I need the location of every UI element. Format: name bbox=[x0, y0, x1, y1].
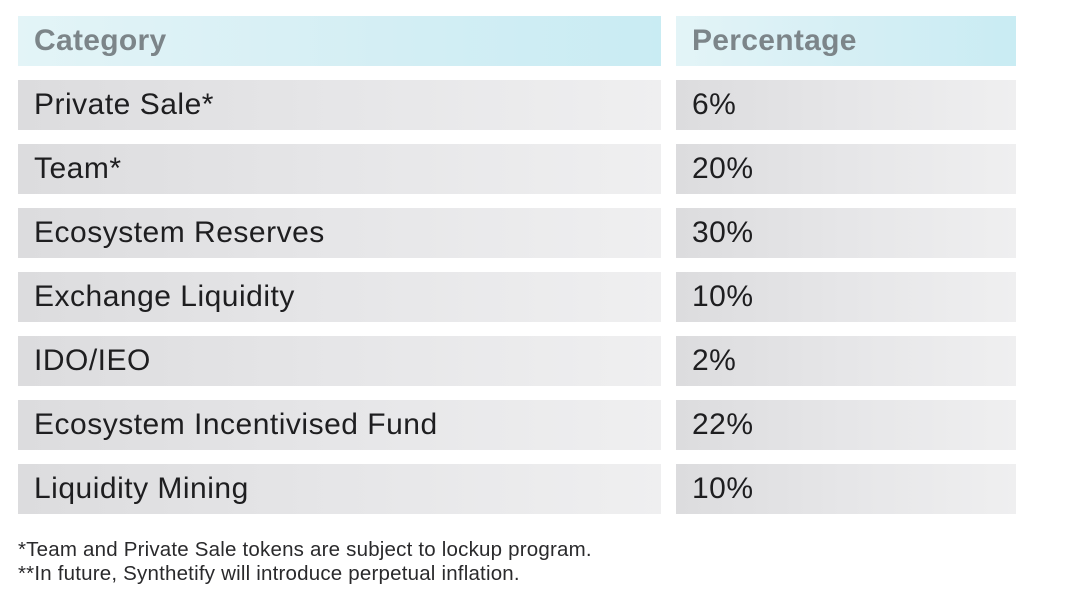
footnote-inflation: **In future, Synthetify will introduce p… bbox=[18, 562, 520, 585]
footnotes: *Team and Private Sale tokens are subjec… bbox=[18, 538, 592, 586]
table-row: Ecosystem Incentivised Fund 22% bbox=[18, 400, 1016, 450]
percentage-cell: 20% bbox=[676, 144, 1016, 194]
percentage-cell: 2% bbox=[676, 336, 1016, 386]
table-row: Ecosystem Reserves 30% bbox=[18, 208, 1016, 258]
percentage-cell: 10% bbox=[676, 272, 1016, 322]
category-cell: Exchange Liquidity bbox=[18, 272, 661, 322]
category-cell: Team* bbox=[18, 144, 661, 194]
table-header-row: Category Percentage bbox=[18, 16, 1016, 66]
percentage-cell: 30% bbox=[676, 208, 1016, 258]
category-cell: Ecosystem Incentivised Fund bbox=[18, 400, 661, 450]
table-row: Liquidity Mining 10% bbox=[18, 464, 1016, 514]
column-header-percentage: Percentage bbox=[676, 16, 1016, 66]
category-cell: IDO/IEO bbox=[18, 336, 661, 386]
allocation-table: Category Percentage Private Sale* 6% Tea… bbox=[18, 16, 1016, 528]
category-cell: Liquidity Mining bbox=[18, 464, 661, 514]
category-cell: Private Sale* bbox=[18, 80, 661, 130]
table-row: Private Sale* 6% bbox=[18, 80, 1016, 130]
table-row: Team* 20% bbox=[18, 144, 1016, 194]
percentage-cell: 6% bbox=[676, 80, 1016, 130]
percentage-cell: 22% bbox=[676, 400, 1016, 450]
category-cell: Ecosystem Reserves bbox=[18, 208, 661, 258]
table-row: Exchange Liquidity 10% bbox=[18, 272, 1016, 322]
column-header-category: Category bbox=[18, 16, 661, 66]
footnote-lockup: *Team and Private Sale tokens are subjec… bbox=[18, 538, 592, 561]
table-row: IDO/IEO 2% bbox=[18, 336, 1016, 386]
percentage-cell: 10% bbox=[676, 464, 1016, 514]
